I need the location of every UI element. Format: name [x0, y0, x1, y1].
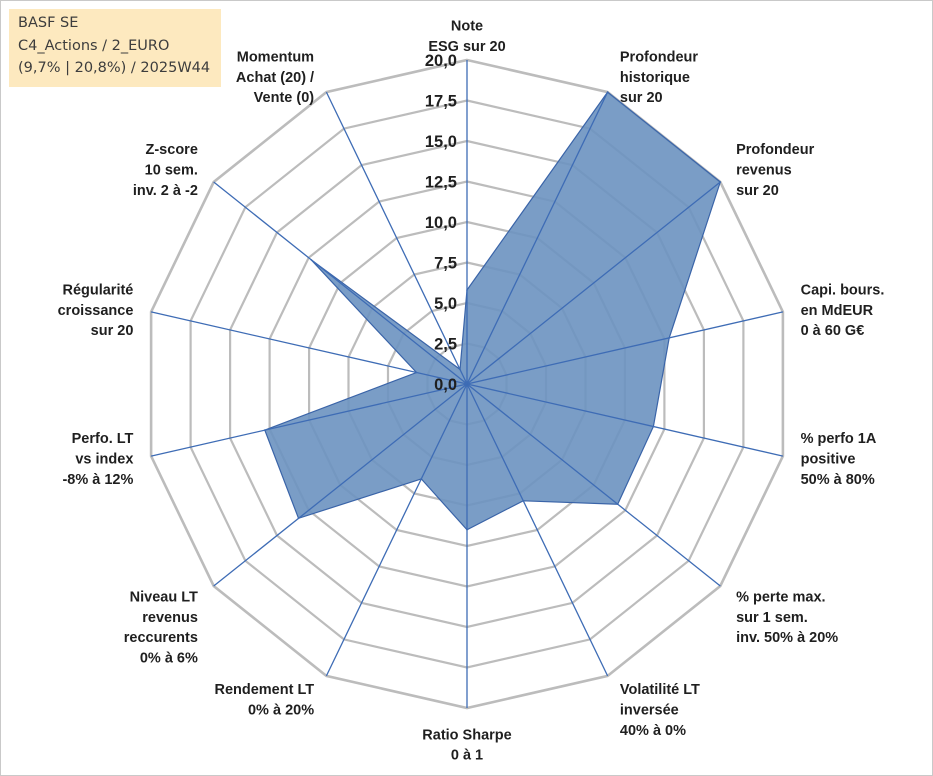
axis-spoke-2: [466, 181, 721, 385]
axis-label-line: Capi. bours.: [801, 283, 885, 299]
tick-label-7: 17,5: [425, 93, 457, 111]
axis-label-line: Profondeur: [620, 50, 698, 66]
axis-spoke-4: [466, 383, 784, 457]
axis-label-5: % perte max. sur 1 sem. inv. 50% à 20%: [736, 590, 838, 647]
axis-label-line: 0 à 60 G€: [801, 323, 865, 339]
axis-label-line: en MdEUR: [801, 303, 874, 319]
axis-label-line: inv. 50% à 20%: [736, 630, 838, 646]
info-box: BASF SE C4_Actions / 2_EURO (9,7% | 20,8…: [9, 9, 221, 87]
axis-label-line: Niveau LT: [130, 590, 198, 606]
axis-label-line: sur 20: [736, 183, 779, 199]
axis-label-9: Niveau LT revenus reccurents 0% à 6%: [124, 590, 198, 667]
axis-spoke-13: [325, 91, 468, 385]
axis-label-line: revenus: [142, 610, 198, 626]
axis-label-line: -8% à 12%: [62, 472, 133, 488]
info-stats: (9,7% | 20,8%) / 2025W44: [18, 60, 211, 76]
axis-spoke-5: [466, 383, 721, 587]
axis-label-line: historique: [620, 70, 690, 86]
axis-label-line: sur 20: [620, 90, 663, 106]
axis-label-line: Ratio Sharpe: [422, 727, 511, 743]
axis-label-8: Rendement LT 0% à 20%: [214, 682, 314, 718]
info-category: C4_Actions / 2_EURO: [18, 37, 170, 54]
axis-label-line: 0% à 6%: [140, 650, 198, 666]
spoke-layer: [150, 60, 784, 708]
axis-label-line: % perfo 1A: [801, 431, 877, 447]
axis-label-line: inversée: [620, 703, 679, 719]
axis-label-line: Vente (0): [254, 90, 315, 106]
tick-label-8: 20,0: [425, 52, 457, 70]
tick-label-6: 15,0: [425, 133, 457, 151]
axis-label-line: revenus: [736, 163, 792, 179]
axis-label-6: Volatilité LT inversée 40% à 0%: [620, 682, 700, 739]
axis-label-4: % perfo 1A positive 50% à 80%: [801, 431, 877, 488]
axis-label-2: Profondeur revenus sur 20: [736, 142, 814, 199]
label-layer: Note ESG sur 20 Profondeur historique sur 20…: [58, 19, 885, 764]
axis-spoke-9: [213, 383, 468, 587]
tick-label-4: 10,0: [425, 214, 457, 232]
tick-label-2: 5,0: [434, 295, 457, 313]
axis-label-line: Momentum: [237, 50, 314, 66]
axis-label-line: croissance: [58, 303, 134, 319]
axis-label-line: 10 sem.: [145, 163, 198, 179]
axis-label-3: Capi. bours. en MdEUR 0 à 60 G€: [801, 283, 885, 340]
axis-label-10: Perfo. LT vs index -8% à 12%: [62, 431, 133, 488]
info-company: BASF SE: [18, 15, 79, 31]
axis-label-line: positive: [801, 452, 856, 468]
tick-label-3: 7,5: [434, 255, 457, 273]
axis-label-line: Achat (20) /: [236, 70, 314, 86]
axis-label-1: Profondeur historique sur 20: [620, 50, 698, 107]
axis-label-11: Régularité croissance sur 20: [58, 283, 134, 340]
axis-label-line: % perte max.: [736, 590, 825, 606]
axis-label-line: Profondeur: [736, 142, 814, 158]
tick-label-5: 12,5: [425, 174, 457, 192]
axis-spoke-10: [150, 383, 468, 457]
tick-label-1: 2,5: [434, 336, 457, 354]
axis-label-line: Régularité: [62, 283, 133, 299]
area-layer: [264, 91, 722, 531]
axis-label-line: 0% à 20%: [248, 703, 314, 719]
axis-label-line: ESG sur 20: [428, 39, 505, 55]
axis-label-line: Rendement LT: [214, 682, 314, 698]
axis-label-13: Momentum Achat (20) / Vente (0): [236, 50, 314, 107]
axis-label-line: 40% à 0%: [620, 723, 686, 739]
axis-spoke-8: [325, 383, 468, 677]
axis-label-line: Z-score: [146, 142, 198, 158]
axis-spoke-11: [150, 311, 468, 385]
axis-label-line: sur 1 sem.: [736, 610, 808, 626]
axis-spoke-6: [466, 383, 609, 677]
axis-label-line: Note: [451, 19, 483, 35]
axis-spoke-1: [466, 91, 609, 385]
axis-label-line: sur 20: [91, 323, 134, 339]
series-area: [264, 91, 721, 531]
axis-label-12: Z-score 10 sem. inv. 2 à -2: [133, 142, 198, 199]
axis-label-line: Volatilité LT: [620, 682, 700, 698]
axis-label-line: inv. 2 à -2: [133, 183, 198, 199]
axis-label-0: Note ESG sur 20: [428, 19, 505, 55]
axis-label-line: reccurents: [124, 630, 198, 646]
axis-spoke-3: [466, 311, 784, 385]
axis-label-line: 50% à 80%: [801, 472, 875, 488]
axis-label-7: Ratio Sharpe 0 à 1: [422, 727, 511, 763]
axis-label-line: 0 à 1: [451, 748, 483, 764]
axis-label-line: Perfo. LT: [72, 431, 134, 447]
tick-layer: 0,0 2,5 5,0 7,5 10,0 12,5 15,0 17,5 20,0: [425, 52, 457, 394]
axis-label-line: vs index: [75, 452, 133, 468]
tick-label-0: 0,0: [434, 376, 457, 394]
axis-spoke-12: [213, 181, 468, 385]
